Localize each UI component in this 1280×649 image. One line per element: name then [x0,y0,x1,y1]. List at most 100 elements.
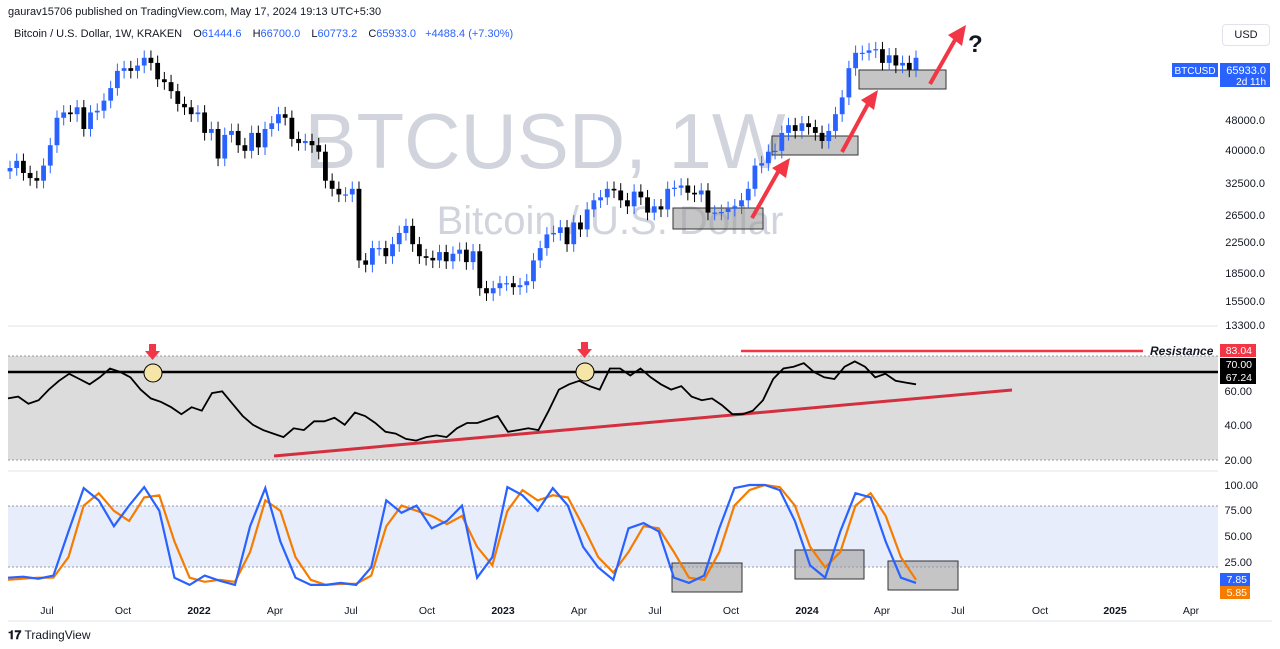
candle-body [490,288,496,294]
projection-arrowhead [948,25,966,46]
rsi-touch-marker-1 [143,363,163,383]
candle-body [772,150,778,153]
price-tick: 26500.0 [1225,210,1265,222]
rsi-band [8,356,1218,460]
candle-body [886,55,892,63]
candle-body [618,190,624,201]
candle-body [725,208,731,212]
rsi-touch-marker-2 [575,362,595,382]
tradingview-footer: 𝟏𝟕 TradingView [8,628,91,643]
watermark-big: BTCUSD, 1W [304,97,785,185]
rsi-line [7,360,917,442]
candle-body [880,49,885,63]
rsi-trendline [273,388,1013,458]
candle-body [833,114,838,131]
stoch-tick: 25.00 [1224,557,1252,569]
candle-body [584,209,590,230]
close-value: 65933.0 [376,28,417,40]
candle-body [531,260,536,282]
bar-countdown: 2d 11h [1236,77,1266,88]
time-tick: Jul [40,605,53,617]
candle-body [188,107,194,115]
candle-body [866,50,872,53]
footer-brand: TradingView [24,628,91,642]
candle-body [262,128,268,148]
candle-body [416,244,422,257]
candle-body [873,49,879,51]
symbol-description: Bitcoin / U.S. Dollar, 1W, KRAKEN [14,28,183,40]
candle-body [792,125,798,131]
candle-body [61,112,67,118]
candle-body [745,188,751,201]
candle-body [68,112,73,115]
candle-body [477,251,483,289]
candle-body [54,117,60,146]
candle-body [376,248,382,250]
time-tick: Oct [1032,605,1048,617]
breakout-arrowhead-1 [772,158,790,178]
candle-body [195,112,201,115]
candle-body [410,225,416,245]
candle-body [269,123,275,129]
candle-body [470,251,476,263]
projection-arrow [928,39,957,85]
stoch-band [8,506,1218,567]
candle-body [168,82,174,92]
price-tick: 32500.0 [1225,178,1265,190]
candle-body [235,130,241,146]
candle-body [202,112,208,133]
candle-body [289,117,295,139]
candle-body [343,194,348,196]
rsi-tick: 60.00 [1224,386,1252,398]
candle-body [651,206,657,213]
candles-group [7,41,919,301]
candle-body [370,248,375,265]
candle-body [692,192,697,195]
candle-body [759,163,765,166]
candle-body [443,252,449,262]
rsi-arrow-stem-1 [149,344,156,352]
candle-body [114,70,120,89]
candle-body [94,110,100,113]
rsi-tick: 20.00 [1224,455,1252,467]
candle-body [765,151,771,164]
candle-body [591,200,597,210]
high-value: 66700.0 [260,28,301,40]
time-tick: 2023 [491,605,515,617]
candle-body [611,188,617,191]
candle-body [296,138,301,144]
candle-body [215,128,221,159]
tradingview-logo-icon: 𝟏𝟕 [8,628,22,642]
candle-body [537,248,543,261]
rsi-arrow-head-1 [145,351,160,360]
rsi-down-arrows [145,342,592,360]
candle-body [732,206,738,209]
candle-body [853,52,858,69]
candle-body [148,57,154,63]
open-label: O [193,28,202,40]
stoch-d-badge-bg [1220,586,1250,599]
stoch-tick: 50.00 [1224,531,1252,543]
price-tick: 48000.0 [1225,115,1265,127]
time-tick: Apr [571,605,588,617]
candle-body [242,145,248,151]
candle-body [826,130,832,142]
candle-body [900,62,905,66]
candle-body [182,103,187,108]
candle-body [34,178,40,181]
candle-body [457,249,463,254]
time-tick: Oct [723,605,739,617]
currency-button[interactable]: USD [1222,24,1270,46]
resistance-badge: 83.04 [1226,345,1252,357]
time-tick: Oct [115,605,131,617]
candle-body [329,180,335,189]
candle-body [396,232,402,245]
candle-body [101,100,107,111]
candle-body [323,151,328,181]
candle-body [779,132,785,151]
candle-body [309,141,315,146]
stoch-tick: 100.00 [1224,480,1258,492]
candle-body [638,191,644,198]
candle-body [786,125,791,133]
